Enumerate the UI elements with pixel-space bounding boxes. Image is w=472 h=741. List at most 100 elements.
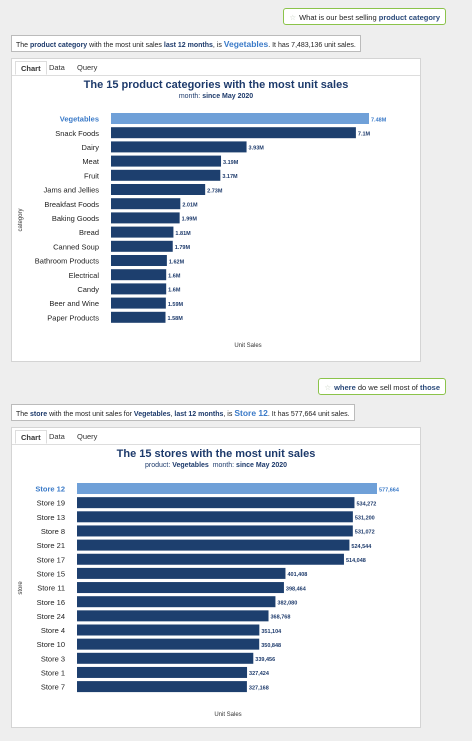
category-label: Breakfast Foods	[44, 200, 99, 209]
value-label: 1.99M	[182, 217, 198, 223]
bar[interactable]	[77, 539, 350, 551]
bar[interactable]	[77, 666, 248, 678]
tab-chart[interactable]: Chart	[15, 61, 47, 75]
bar[interactable]	[77, 582, 284, 594]
category-label: Dairy	[81, 143, 99, 152]
x-axis-label: Unit Sales	[214, 712, 241, 718]
bar[interactable]	[111, 155, 222, 167]
chart-subtitle: product: Vegetables month: since May 202…	[12, 462, 420, 469]
tab-chart[interactable]: Chart	[15, 430, 47, 444]
question-text: do we sell most of	[357, 383, 418, 392]
bar[interactable]	[111, 240, 173, 252]
answer-text: , is	[223, 411, 233, 418]
bar[interactable]	[111, 113, 369, 124]
question-bubble[interactable]: ☆ What is our best selling product catego…	[283, 8, 446, 25]
bar[interactable]	[77, 525, 353, 537]
value-label: 351,104	[261, 629, 282, 635]
category-label: Store 17	[37, 555, 65, 564]
bar[interactable]	[111, 297, 166, 309]
value-label: 2.01M	[182, 202, 198, 208]
tab-bar: Chart Data Query	[12, 59, 420, 76]
category-label: Store 13	[37, 513, 65, 522]
bar[interactable]	[77, 567, 286, 579]
star-icon[interactable]: ☆	[324, 383, 332, 392]
bar[interactable]	[77, 553, 344, 565]
value-label: 350,848	[261, 643, 281, 649]
bar[interactable]	[111, 311, 166, 323]
value-label: 1.6M	[168, 273, 181, 279]
bar[interactable]	[111, 226, 174, 238]
subtitle-label: month:	[212, 462, 235, 469]
bar[interactable]	[77, 681, 247, 693]
value-label: 1.58M	[167, 316, 183, 322]
bar[interactable]	[77, 497, 355, 509]
bar[interactable]	[111, 127, 356, 139]
bar[interactable]	[77, 638, 260, 650]
answer-bubble: The store with the most unit sales for V…	[11, 404, 355, 421]
tab-query[interactable]: Query	[77, 63, 98, 72]
category-label: Paper Products	[47, 313, 99, 322]
question-text: What is our best selling	[299, 13, 377, 22]
subtitle-value: since May 2020	[202, 93, 254, 100]
category-label: Baking Goods	[52, 214, 99, 223]
tab-query[interactable]: Query	[77, 432, 98, 441]
bar[interactable]	[111, 283, 167, 295]
value-label: 327,424	[249, 671, 270, 677]
bar-chart: Vegetables 7.48M Snack Foods 7.1M Dairy 3.93M…	[18, 113, 387, 349]
tab-bar: Chart Data Query	[12, 428, 420, 445]
tab-data[interactable]: Data	[49, 63, 65, 72]
bar[interactable]	[111, 255, 167, 266]
bar[interactable]	[77, 483, 377, 494]
bar[interactable]	[111, 198, 181, 210]
value-label: 1.62M	[169, 259, 185, 265]
category-label: Snack Foods	[55, 129, 99, 138]
value-label: 339,456	[255, 657, 275, 663]
bar[interactable]	[77, 610, 269, 622]
bar[interactable]	[111, 212, 180, 224]
category-label: Vegetables	[60, 115, 99, 124]
value-label: 382,080	[277, 600, 297, 606]
value-label: 7.48M	[371, 117, 387, 123]
category-label: Store 19	[37, 499, 65, 508]
value-label: 7.1M	[358, 131, 371, 137]
category-label: Store 7	[41, 683, 65, 692]
star-icon[interactable]: ☆	[289, 13, 297, 22]
bar[interactable]	[111, 184, 206, 195]
value-label: 534,272	[356, 501, 376, 507]
question-bubble[interactable]: ☆ where do we sell most of those	[318, 378, 446, 395]
answer-highlight: Store 12	[234, 408, 268, 418]
bar[interactable]	[111, 269, 167, 281]
answer-keyword: store	[30, 411, 48, 418]
category-label: Jams and Jellies	[44, 186, 100, 195]
bar[interactable]	[77, 652, 254, 664]
result-panel: Chart Data Query The 15 product categori…	[11, 58, 421, 362]
value-label: 3.17M	[222, 174, 238, 180]
value-label: 1.59M	[168, 302, 184, 308]
bar[interactable]	[77, 596, 276, 608]
value-label: 514,048	[346, 558, 366, 564]
category-label: Store 16	[37, 598, 65, 607]
bar[interactable]	[111, 141, 247, 153]
value-label: 398,464	[286, 586, 307, 592]
value-label: 1.6M	[168, 288, 181, 294]
category-label: Meat	[82, 157, 100, 166]
question-keyword: those	[419, 383, 440, 392]
chart-subtitle: month: since May 2020	[12, 93, 420, 100]
answer-text: The	[16, 42, 29, 49]
bar[interactable]	[77, 511, 353, 523]
y-axis-label: store	[18, 581, 24, 595]
subtitle-label: month:	[178, 93, 201, 100]
category-label: Store 1	[41, 669, 65, 678]
subtitle-label: product:	[144, 462, 171, 469]
tab-data[interactable]: Data	[49, 432, 65, 441]
bar[interactable]	[77, 624, 260, 636]
x-axis-label: Unit Sales	[234, 343, 261, 349]
category-label: Bread	[79, 228, 99, 237]
subtitle-value: Vegetables	[172, 462, 209, 469]
answer-text: , is	[212, 42, 222, 49]
question-keyword: product category	[378, 13, 440, 22]
bar[interactable]	[111, 169, 221, 181]
category-label: Canned Soup	[53, 242, 99, 251]
category-label: Store 4	[41, 626, 65, 635]
value-label: 577,664	[379, 487, 400, 493]
